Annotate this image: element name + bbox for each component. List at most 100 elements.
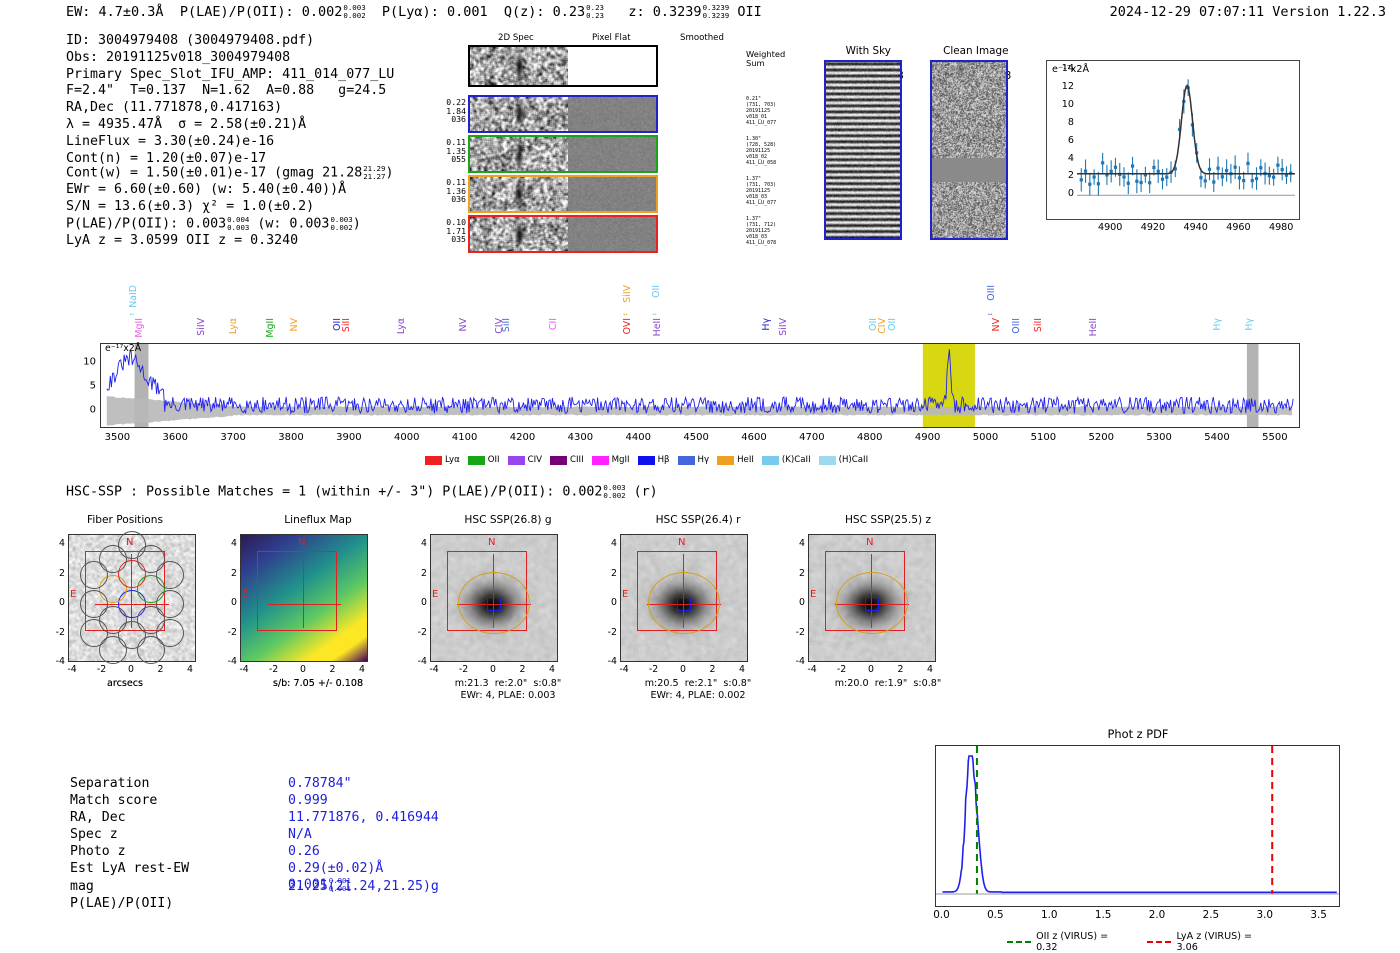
compass-e-label: E	[242, 589, 249, 600]
photz-title: Phot z PDF	[1107, 727, 1169, 741]
cutout-footer: arcsecs	[106, 678, 144, 689]
row-right-meta: 0.21" (731, 703) 20191125 v018_01 411_LU…	[746, 96, 777, 126]
z-range: 0.3239 0.3239	[702, 3, 730, 20]
montage-title-pixelflat: Pixel Flat	[592, 33, 631, 43]
spectrum-xtick: 3700	[220, 432, 246, 443]
cutout-ytick: -4	[417, 656, 427, 667]
emission-line-brace: ⎵	[652, 306, 657, 316]
spectrum-xtick: 3800	[278, 432, 304, 443]
spectrum-xtick: 4100	[451, 432, 478, 443]
row-right-meta: 1.37" (731, 712) 20191125 v018_03 411_LU…	[746, 216, 777, 246]
cont-w-line: Cont(w) = 1.50(±0.01)e-17 (gmag 21.28 21.…	[66, 165, 393, 182]
legend-item: Lyα	[425, 455, 460, 465]
fiber-xaxis-label: arcsecs	[106, 678, 144, 689]
cutout-xtick: 2	[897, 664, 904, 675]
cutout-ytick: 2	[421, 567, 427, 579]
spectrum-xticks: 3500 3600 3700 3800 3900 4000 4100 4200 4300 4400…	[100, 432, 1300, 446]
cutout-ytick: 4	[611, 538, 617, 549]
clean-image-masked-band	[932, 158, 1006, 182]
legend-swatch	[425, 455, 442, 465]
fiber-circle	[80, 561, 108, 589]
cutout-ytick: 4	[59, 538, 65, 549]
plya-label: P(Lyα):	[381, 4, 439, 20]
row-pixel-flat	[568, 177, 656, 211]
fiber-circle	[80, 590, 108, 618]
hsc-plae-range: 0.003 0.002	[603, 483, 626, 500]
emission-line-brace: ⎵	[888, 336, 893, 346]
spectrum-xtick: 4300	[567, 432, 594, 443]
emission-line-brace: ⎵	[623, 336, 628, 346]
profile-ytick: 14	[1061, 63, 1074, 75]
cutout-xtick: -4	[239, 664, 249, 675]
emission-line-label: SiIV	[196, 318, 208, 336]
photz-xtick: 3.5	[1310, 909, 1327, 921]
cutout-xtick: 0	[128, 664, 134, 675]
profile-ytick: 12	[1061, 81, 1074, 93]
with-sky-image	[824, 60, 902, 240]
cutout-ytick: 2	[799, 567, 805, 579]
fiber-circle	[156, 561, 184, 589]
row-2d-spec	[470, 137, 568, 171]
row-pixel-flat	[568, 217, 656, 251]
cutout-xtick: 2	[709, 664, 716, 675]
photz-legend-label: OII z (VIRUS) = 0.32	[1036, 931, 1109, 953]
z-value: 0.3239	[652, 4, 702, 20]
spectrum-xtick: 5100	[1030, 432, 1057, 443]
row-right-meta: 1.30" (728, 528) 20191125 v018_02 411_LU…	[746, 136, 777, 166]
emission-line-brace: ⎵	[1012, 336, 1017, 346]
clean-image-label: Clean Image	[943, 44, 1009, 57]
fiber-circle	[118, 560, 146, 588]
legend-swatch	[591, 455, 609, 465]
cutout-ytick: -4	[795, 656, 805, 667]
line-profile-plot: e⁻¹⁷x2Å	[1046, 60, 1300, 220]
cutout-title: HSC SSP(26.8) g	[464, 514, 552, 526]
profile-xtick: 4920	[1140, 222, 1166, 233]
photz-xtick: 0.0	[933, 909, 950, 921]
legend-label: MgII	[611, 455, 630, 465]
hsc-filter-note: (r)	[633, 484, 658, 500]
cutout-ytick: -2	[227, 626, 237, 638]
legend-label: (H)CaII	[838, 455, 869, 465]
profile-xtick: 4940	[1183, 222, 1208, 233]
cutout-xtick: 2	[329, 664, 336, 675]
cutout-xtick: -2	[648, 664, 659, 675]
legend-swatch	[677, 455, 695, 465]
timestamp-version: 2024-12-29 07:07:11 Version 1.22.3	[1109, 4, 1386, 20]
plae-detail-range: 0.004 0.003	[227, 215, 250, 232]
cutout-xtick: -4	[429, 664, 439, 675]
ellipse-aperture	[458, 572, 530, 634]
cutout-xtick: -2	[268, 664, 279, 675]
legend-label: Lyα	[445, 455, 460, 465]
emission-line-label: OII	[886, 318, 898, 331]
cutout-xtick: 2	[157, 664, 164, 675]
cutout-footer: m:20.0 re:1.9" s:0.8"	[834, 678, 942, 689]
fiber-circle	[156, 619, 184, 647]
plae-weighted-range: 0.003 0.002	[330, 215, 353, 232]
legend-item: (K)CaII	[761, 455, 811, 465]
detection-info-block: ID: 3004979408 (3004979408.pdf) Obs: 201…	[66, 33, 395, 166]
legend-item: Hγ	[677, 455, 709, 465]
emission-line-label: Hγ	[1211, 318, 1223, 331]
full-spectrum-plot: e⁻¹⁷x2Å	[100, 343, 1300, 428]
emission-line-label: SiII	[501, 318, 513, 333]
legend-item: (H)CaII	[818, 455, 869, 465]
fiber-circle	[99, 575, 127, 603]
photz-xtick: 2.0	[1148, 909, 1166, 921]
ellipse-aperture	[836, 572, 908, 634]
row-pixel-flat	[568, 97, 656, 131]
legend-swatch	[717, 455, 735, 465]
photz-xtick: 1.0	[1040, 909, 1058, 921]
montage-row	[468, 95, 658, 133]
emission-line-brace: ⎵	[460, 336, 465, 346]
lineflux-footer: s/b: 7.05 +/- 0.108	[272, 678, 364, 689]
cutout-xtick: 4	[927, 664, 933, 675]
row-left-stats: 0.11 1.35 055	[446, 137, 466, 165]
emission-line-brace: ⎵	[136, 336, 140, 346]
cutout-xtick: 0	[868, 664, 874, 675]
legend-item: HeII	[717, 455, 754, 465]
emission-line-label: NV	[458, 318, 470, 332]
cont-w-close: )	[385, 165, 394, 181]
photz-xtick: 3.0	[1256, 909, 1273, 921]
emission-line-label: HeII	[1087, 318, 1099, 337]
montage-row	[468, 135, 658, 173]
